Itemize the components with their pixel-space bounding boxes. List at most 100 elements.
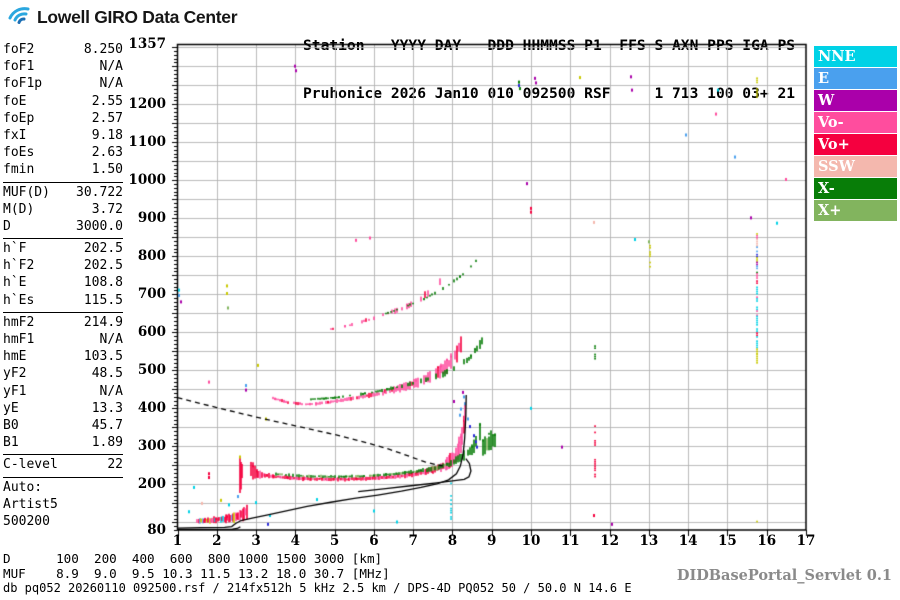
legend-item-x: X+ <box>814 200 897 221</box>
direction-color-legend: NNE E W Vo- Vo+ SSW X- X+ <box>814 46 897 222</box>
x-tick-label-14: 14 <box>678 533 698 549</box>
legend-item-x: X- <box>814 178 897 199</box>
param-row-hf2: h`F2 202.5 <box>3 257 123 274</box>
param-value: 8.250 <box>83 42 123 57</box>
param-row-auto: Auto: <box>3 479 123 496</box>
y-tick-label-80: 80 <box>147 521 166 538</box>
param-row-d: D 3000.0 <box>3 218 123 235</box>
param-label: M(D) <box>3 201 35 217</box>
param-row-mufd: MUF(D) 30.722 <box>3 184 123 201</box>
param-value: N/A <box>99 59 123 75</box>
param-label: hmF1 <box>3 332 35 347</box>
param-value: 9.18 <box>91 127 123 143</box>
param-row-hmf2: hmF2 214.9 <box>3 314 123 331</box>
x-tick-label-9: 9 <box>487 533 497 549</box>
param-label: yE <box>3 400 19 416</box>
param-value: 48.5 <box>91 366 123 382</box>
param-label: foF2 <box>3 42 35 57</box>
legend-item-vo: Vo+ <box>814 134 897 155</box>
y-tick-label-1200: 1200 <box>128 95 166 112</box>
param-row-hmf1: hmF1 N/A <box>3 331 123 348</box>
param-label: fmin <box>3 162 35 178</box>
param-label: fxI <box>3 127 27 143</box>
x-tick-label-16: 16 <box>757 533 777 549</box>
param-label: B0 <box>3 417 19 433</box>
y-tick-label-1357: 1357 <box>128 36 166 52</box>
x-tick-label-8: 8 <box>447 533 458 549</box>
servlet-version-label: DIDBasePortal_Servlet 0.1 <box>676 567 892 584</box>
y-tick-label-200: 200 <box>137 475 166 492</box>
lowell-giro-logo[interactable]: Lowell GIRO Data Center <box>6 4 238 30</box>
param-value: 103.5 <box>83 349 123 365</box>
legend-item-nne: NNE <box>814 46 897 67</box>
ionogram-plot <box>168 40 810 538</box>
x-tick-label-15: 15 <box>718 533 737 549</box>
param-row-fof2: foF2 8.250 <box>3 41 123 58</box>
param-value: 22 <box>107 457 123 473</box>
y-tick-label-1100: 1100 <box>128 133 166 150</box>
param-value: 202.5 <box>83 241 123 257</box>
param-row-b0: B0 45.7 <box>3 417 123 434</box>
param-value: N/A <box>99 383 123 399</box>
param-label: hmF2 <box>3 314 35 330</box>
x-tick-label-10: 10 <box>521 533 541 549</box>
legend-item-w: W <box>814 90 897 111</box>
x-tick-label-12: 12 <box>600 533 619 549</box>
param-row-hf: h`F 202.5 <box>3 240 123 257</box>
param-row-clevel: C-level 22 <box>3 456 123 473</box>
param-label: C-level <box>3 457 58 473</box>
param-value: 115.5 <box>83 292 123 308</box>
legend-item-ssw: SSW <box>814 156 897 177</box>
param-group-5: Auto: Artist5 500200 <box>3 478 123 534</box>
param-row-yf1: yF1 N/A <box>3 383 123 400</box>
y-tick-label-300: 300 <box>137 437 166 454</box>
x-tick-label-17: 17 <box>796 533 816 549</box>
param-row-hme: hmE 103.5 <box>3 348 123 365</box>
giro-wave-icon <box>8 7 30 24</box>
param-row-500200: 500200 <box>3 513 123 530</box>
param-row-fmin: fmin 1.50 <box>3 161 123 178</box>
param-label: Artist5 <box>3 496 58 512</box>
x-tick-label-4: 4 <box>290 533 301 549</box>
x-tick-label-2: 2 <box>212 533 222 549</box>
param-value: 3000.0 <box>76 218 123 234</box>
param-label: h`E <box>3 275 27 291</box>
x-tick-label-11: 11 <box>560 533 580 549</box>
y-tick-label-600: 600 <box>137 323 166 340</box>
param-group-3: hmF2 214.9 hmF1 N/A hmE 103.5 yF2 48.5 yF1 N/A yE 1… <box>3 313 123 456</box>
param-label: h`Es <box>3 292 35 308</box>
param-value: N/A <box>99 332 123 347</box>
d-muf-table: D 100 200 400 600 800 1000 1500 3000 [km… <box>3 551 390 581</box>
param-row-fof1: foF1 N/A <box>3 58 123 75</box>
y-tick-label-1000: 1000 <box>128 171 166 188</box>
param-label: foEp <box>3 110 35 126</box>
param-value: 2.57 <box>91 110 123 126</box>
x-tick-label-13: 13 <box>639 533 659 549</box>
param-label: foF1 <box>3 59 35 75</box>
param-row-fof1p: foF1p N/A <box>3 75 123 92</box>
param-row-ye: yE 13.3 <box>3 400 123 417</box>
param-row-yf2: yF2 48.5 <box>3 365 123 382</box>
param-group-2: h`F 202.5 h`F2 202.5 h`E 108.8 h`Es 115.5 <box>3 239 123 313</box>
param-label: MUF(D) <box>3 184 50 200</box>
x-tick-label-1: 1 <box>172 533 183 549</box>
param-label: h`F2 <box>3 258 35 274</box>
param-row-he: h`E 108.8 <box>3 274 123 291</box>
param-row-fxi: fxI 9.18 <box>3 127 123 144</box>
param-value: 1.89 <box>91 435 123 451</box>
param-value: 13.3 <box>91 400 123 416</box>
param-label: foE <box>3 93 27 109</box>
param-value: 214.9 <box>83 314 123 330</box>
param-row-b1: B1 1.89 <box>3 434 123 451</box>
param-group-0: foF2 8.250 foF1 N/A foF1p N/A foE 2.55 foEp 2.57 f… <box>3 40 123 183</box>
param-label: yF1 <box>3 383 27 399</box>
legend-item-e: E <box>814 68 897 89</box>
param-value: 202.5 <box>83 258 123 274</box>
y-tick-label-400: 400 <box>137 399 166 416</box>
x-tick-label-3: 3 <box>251 533 261 549</box>
param-label: 500200 <box>3 513 50 529</box>
param-label: foF1p <box>3 76 43 92</box>
param-value: N/A <box>99 76 123 92</box>
logo-text: Lowell GIRO Data Center <box>37 6 238 27</box>
